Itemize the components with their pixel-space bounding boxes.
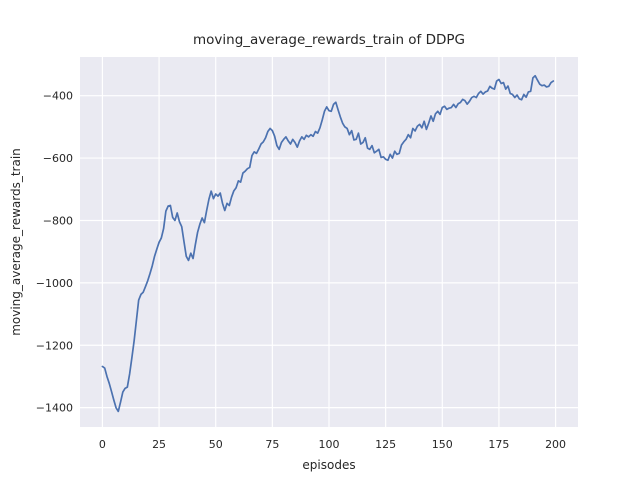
x-axis-label: episodes xyxy=(302,458,355,472)
series-layer xyxy=(101,74,555,413)
y-tick-label: −800 xyxy=(43,214,73,227)
y-axis-label: moving_average_rewards_train xyxy=(9,148,23,336)
y-tick-label: −1000 xyxy=(36,277,73,290)
x-tick-label: 25 xyxy=(152,438,166,451)
grid-layer xyxy=(80,57,578,427)
x-tick-label: 100 xyxy=(319,438,340,451)
x-tick-label: 0 xyxy=(99,438,106,451)
x-tick-label: 125 xyxy=(375,438,396,451)
reward-line xyxy=(101,74,555,413)
x-tick-label: 50 xyxy=(209,438,223,451)
chart-title: moving_average_rewards_train of DDPG xyxy=(193,32,465,48)
y-tick-label: −1200 xyxy=(36,339,73,352)
x-tick-label: 200 xyxy=(545,438,566,451)
y-tick-label: −400 xyxy=(43,90,73,103)
tick-label-layer: 0 25 50 75 100 125 150 175 200 −400 −600 −800 −1000 −… xyxy=(36,90,566,451)
x-tick-label: 175 xyxy=(488,438,509,451)
y-tick-label: −1400 xyxy=(36,402,73,415)
y-tick-label: −600 xyxy=(43,152,73,165)
x-tick-label: 150 xyxy=(432,438,453,451)
x-tick-label: 75 xyxy=(265,438,279,451)
